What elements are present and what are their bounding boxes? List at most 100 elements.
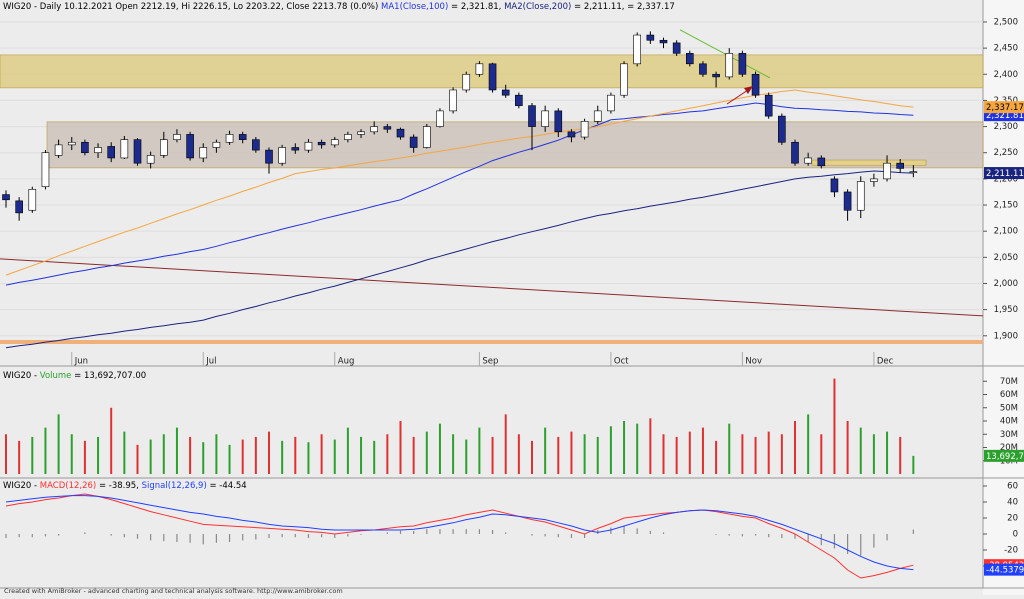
candle-body bbox=[501, 89, 510, 96]
volume-bar bbox=[162, 434, 165, 474]
y-tick-label: 0 bbox=[1013, 530, 1018, 540]
end-label-box bbox=[984, 101, 1024, 114]
candle-body bbox=[541, 110, 549, 127]
candle-body bbox=[370, 126, 379, 133]
y-tick-label: 60M bbox=[1000, 390, 1018, 400]
volume-bar bbox=[346, 427, 349, 474]
candle-body bbox=[396, 128, 405, 138]
volume-bar bbox=[491, 436, 494, 474]
pane-header: WIG20 - Daily 10.12.2021 Open 2212.19, H… bbox=[3, 2, 675, 12]
candle-body bbox=[672, 42, 681, 54]
x-tick-label: Oct bbox=[614, 357, 629, 367]
volume-bar bbox=[202, 442, 205, 474]
header-part: = 2,321.81, bbox=[448, 2, 504, 12]
end-label-box bbox=[984, 167, 1024, 180]
volume-bar bbox=[149, 439, 152, 474]
end-label: 2,337.17 bbox=[986, 103, 1024, 113]
candle-body bbox=[330, 139, 339, 146]
candle-body bbox=[646, 34, 655, 41]
end-label-box bbox=[984, 563, 1024, 576]
header-part: = -44.54 bbox=[207, 481, 247, 491]
volume-bar bbox=[110, 407, 113, 474]
candle-body bbox=[344, 134, 352, 140]
volume-bar bbox=[820, 434, 823, 474]
volume-bar bbox=[189, 436, 192, 474]
volume-bar bbox=[478, 427, 481, 474]
volume-bar bbox=[5, 434, 7, 474]
volume-bar bbox=[899, 436, 902, 474]
candle-body bbox=[778, 115, 786, 143]
candle-body bbox=[488, 63, 497, 91]
axis-area bbox=[983, 0, 1024, 595]
candle-body bbox=[817, 157, 826, 167]
candle-body bbox=[317, 141, 326, 146]
volume-bar bbox=[623, 421, 626, 474]
volume-bar bbox=[373, 440, 376, 474]
volume-bar bbox=[268, 431, 270, 474]
arrow bbox=[726, 89, 749, 105]
y-tick-label: 1,950 bbox=[994, 305, 1018, 315]
header-part: MA2(Close,200) bbox=[504, 2, 571, 12]
candle-body bbox=[725, 53, 734, 78]
volume-bar bbox=[254, 436, 257, 474]
y-tick-label: 60 bbox=[1007, 482, 1018, 492]
candle-body bbox=[515, 94, 523, 106]
y-tick-label: 2,400 bbox=[994, 70, 1018, 80]
volume-bar bbox=[281, 440, 284, 474]
y-tick-label: 2,050 bbox=[994, 253, 1018, 263]
end-label: 2,211.11 bbox=[986, 169, 1024, 179]
volume-bar bbox=[307, 442, 310, 474]
volume-bar bbox=[452, 434, 455, 474]
candle-body bbox=[304, 141, 313, 151]
x-tick-label: Jun bbox=[74, 357, 88, 367]
volume-bar bbox=[175, 427, 178, 474]
candle-body bbox=[146, 155, 155, 164]
candle-body bbox=[54, 144, 63, 156]
volume-bar bbox=[688, 431, 691, 474]
volume-bar bbox=[531, 440, 533, 474]
y-tick-label: 20 bbox=[1007, 514, 1018, 524]
volume-bar bbox=[425, 431, 428, 474]
trendline bbox=[679, 29, 771, 79]
y-tick-label: 2,450 bbox=[994, 44, 1018, 54]
volume-bar bbox=[399, 421, 402, 474]
header-part: WIG20 - bbox=[3, 481, 40, 491]
candle-body bbox=[94, 147, 102, 154]
candle-body bbox=[856, 181, 865, 211]
volume-bar bbox=[912, 455, 915, 474]
y-tick-label: 1,900 bbox=[994, 331, 1018, 341]
candle-body bbox=[685, 53, 694, 65]
candle-body bbox=[475, 63, 484, 75]
candle-body bbox=[804, 157, 812, 164]
volume-bar bbox=[294, 436, 297, 474]
volume-bar bbox=[846, 421, 849, 474]
y-tick-label: 30M bbox=[1000, 430, 1018, 440]
y-tick-label: 2,350 bbox=[994, 96, 1018, 106]
volume-bar bbox=[662, 434, 665, 474]
footer: Created with AmiBroker - advanced charti… bbox=[4, 587, 343, 595]
volume-bar bbox=[504, 414, 507, 474]
candle-body bbox=[291, 147, 300, 151]
volume-bar bbox=[570, 431, 573, 474]
volume-bar bbox=[544, 427, 547, 474]
y-tick-label: 2,500 bbox=[994, 17, 1018, 27]
volume-bar bbox=[596, 436, 599, 474]
header-part: WIG20 - Daily 10.12.2021 Open 2212.19, H… bbox=[3, 2, 381, 12]
volume-bar bbox=[18, 440, 21, 474]
candle-body bbox=[120, 139, 129, 159]
candle-body bbox=[607, 94, 615, 112]
candle-body bbox=[896, 162, 905, 169]
candle-body bbox=[870, 178, 878, 182]
candle-body bbox=[751, 73, 760, 96]
y-tick-label: 70M bbox=[1000, 377, 1018, 387]
volume-bar bbox=[241, 439, 244, 474]
volume-bar bbox=[517, 434, 520, 474]
y-tick-label: 2,150 bbox=[994, 201, 1018, 211]
header-part: MA1(Close,100) bbox=[381, 2, 448, 12]
candle-body bbox=[238, 134, 247, 140]
candle-body bbox=[2, 194, 10, 201]
candle-body bbox=[659, 39, 668, 44]
volume-bar bbox=[859, 427, 862, 474]
candle-body bbox=[567, 131, 576, 138]
